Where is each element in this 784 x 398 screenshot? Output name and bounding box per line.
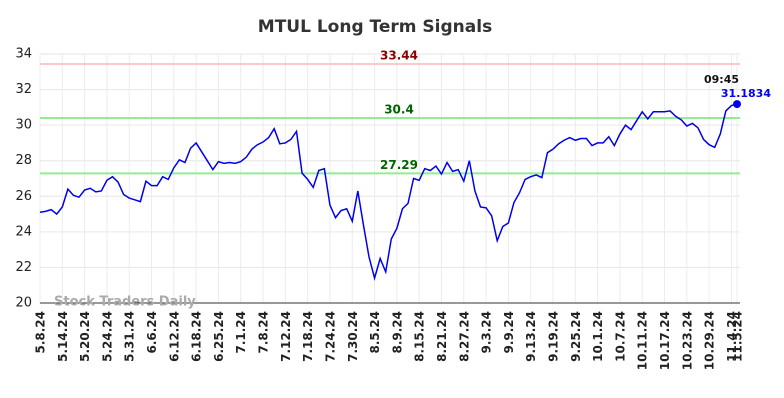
x-tick-label: 11.4.24 xyxy=(725,311,739,362)
x-tick-label: 5.24.24 xyxy=(100,311,114,362)
x-tick-label: 8.9.24 xyxy=(390,311,404,354)
signal-label: 30.4 xyxy=(384,103,414,117)
y-tick-label: 32 xyxy=(15,82,32,97)
y-tick-label: 20 xyxy=(15,296,32,311)
x-tick-label: 10.29.24 xyxy=(703,311,717,370)
x-tick-label: 9.25.24 xyxy=(569,311,583,362)
x-tick-label: 6.6.24 xyxy=(145,311,159,354)
price-line xyxy=(39,103,738,281)
x-tick-label: 10.17.24 xyxy=(658,311,672,370)
last-value: 31.1834 xyxy=(721,87,771,100)
x-tick-label: 5.8.24 xyxy=(34,311,48,354)
x-tick-label: 8.27.24 xyxy=(457,311,471,362)
x-tick-label: 6.18.24 xyxy=(190,311,204,362)
x-tick-label: 7.24.24 xyxy=(323,311,337,362)
x-tick-label: 7.12.24 xyxy=(279,311,293,362)
y-tick-label: 24 xyxy=(15,224,32,239)
x-tick-label: 8.21.24 xyxy=(435,311,449,362)
x-tick-label: 5.14.24 xyxy=(56,311,70,362)
x-tick-label: 6.25.24 xyxy=(212,311,226,362)
x-tick-label: 10.23.24 xyxy=(680,311,694,370)
y-tick-label: 26 xyxy=(15,189,32,204)
y-tick-label: 22 xyxy=(15,260,32,275)
x-tick-label: 11.5.24 xyxy=(731,311,745,362)
signal-label: 33.44 xyxy=(380,48,418,62)
x-tick-label: 10.1.24 xyxy=(591,311,605,362)
x-tick-label: 10.11.24 xyxy=(636,311,650,370)
x-tick-label: 9.13.24 xyxy=(524,311,538,362)
signal-label: 27.29 xyxy=(380,158,418,172)
x-tick-label: 7.8.24 xyxy=(257,311,271,354)
y-tick-label: 28 xyxy=(15,153,32,168)
x-tick-label: 9.9.24 xyxy=(502,311,516,354)
x-tick-label: 6.12.24 xyxy=(167,311,181,362)
x-tick-label: 5.31.24 xyxy=(123,311,137,362)
y-tick-label: 30 xyxy=(15,118,32,133)
chart-title: MTUL Long Term Signals xyxy=(258,17,492,37)
x-tick-label: 9.19.24 xyxy=(546,311,560,362)
x-tick-label: 9.3.24 xyxy=(480,311,494,354)
x-tick-label: 7.18.24 xyxy=(301,311,315,362)
x-tick-label: 5.20.24 xyxy=(78,311,92,362)
watermark: Stock Traders Daily xyxy=(54,295,196,310)
last-time: 09:45 xyxy=(704,73,739,86)
x-tick-label: 10.7.24 xyxy=(613,311,627,362)
y-tick-label: 34 xyxy=(15,47,32,62)
x-tick-label: 8.5.24 xyxy=(368,311,382,354)
x-tick-label: 7.30.24 xyxy=(346,311,360,362)
x-tick-label: 7.1.24 xyxy=(234,311,248,354)
last-point xyxy=(733,100,741,109)
x-tick-label: 8.15.24 xyxy=(413,311,427,362)
